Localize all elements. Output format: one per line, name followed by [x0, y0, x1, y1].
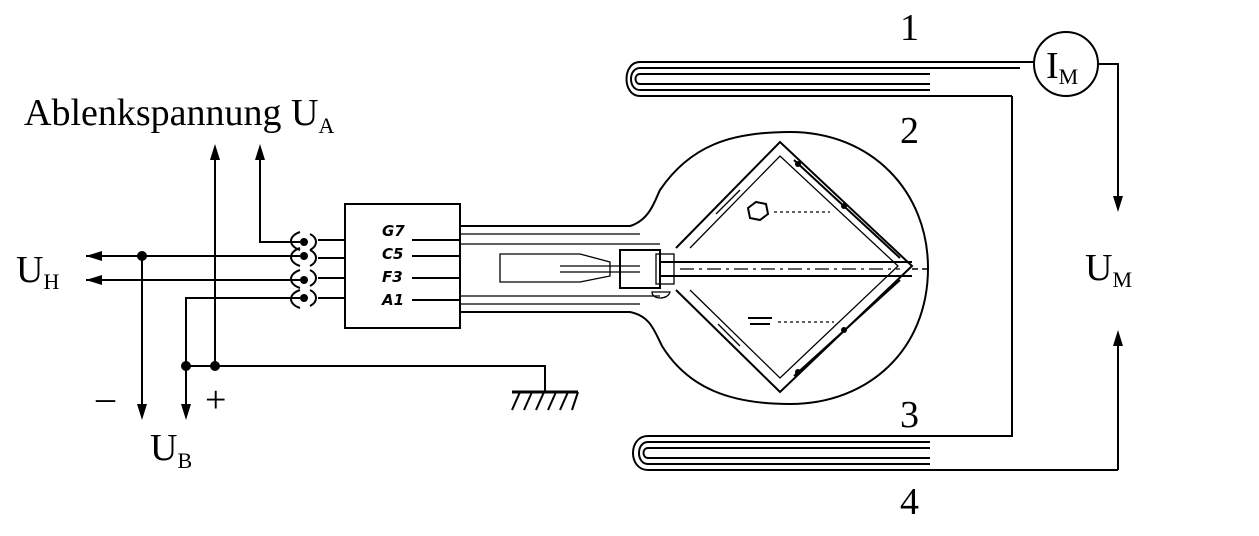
tube-envelope [460, 130, 930, 406]
top-coil [625, 61, 1034, 97]
heater-voltage-label: UH [16, 249, 59, 294]
number-2: 2 [900, 110, 919, 152]
pin-label-a1: A1 [381, 291, 404, 309]
pin-label-g7: G7 [382, 222, 405, 240]
tube-socket: G7 C5 F3 A1 [344, 203, 461, 329]
plus-sign: + [205, 379, 226, 421]
number-4: 4 [900, 481, 919, 523]
socket-contacts [290, 231, 345, 309]
right-wiring [1000, 63, 1123, 470]
deflection-voltage-label: Ablenkspannung UA [24, 92, 334, 138]
bottom-coil [632, 435, 1118, 471]
operating-voltage-label: UB [150, 427, 192, 473]
measuring-voltage-label: UM [1085, 247, 1132, 292]
pin-label-f3: F3 [382, 268, 403, 286]
number-3: 3 [900, 394, 919, 436]
number-1: 1 [900, 7, 919, 49]
current-meter: IM [1033, 31, 1099, 97]
pin-label-c5: C5 [382, 245, 403, 263]
minus-sign: – [95, 377, 116, 419]
electrode-system [460, 140, 930, 394]
svg-text:IM: IM [1046, 45, 1078, 89]
left-wiring [86, 144, 579, 420]
